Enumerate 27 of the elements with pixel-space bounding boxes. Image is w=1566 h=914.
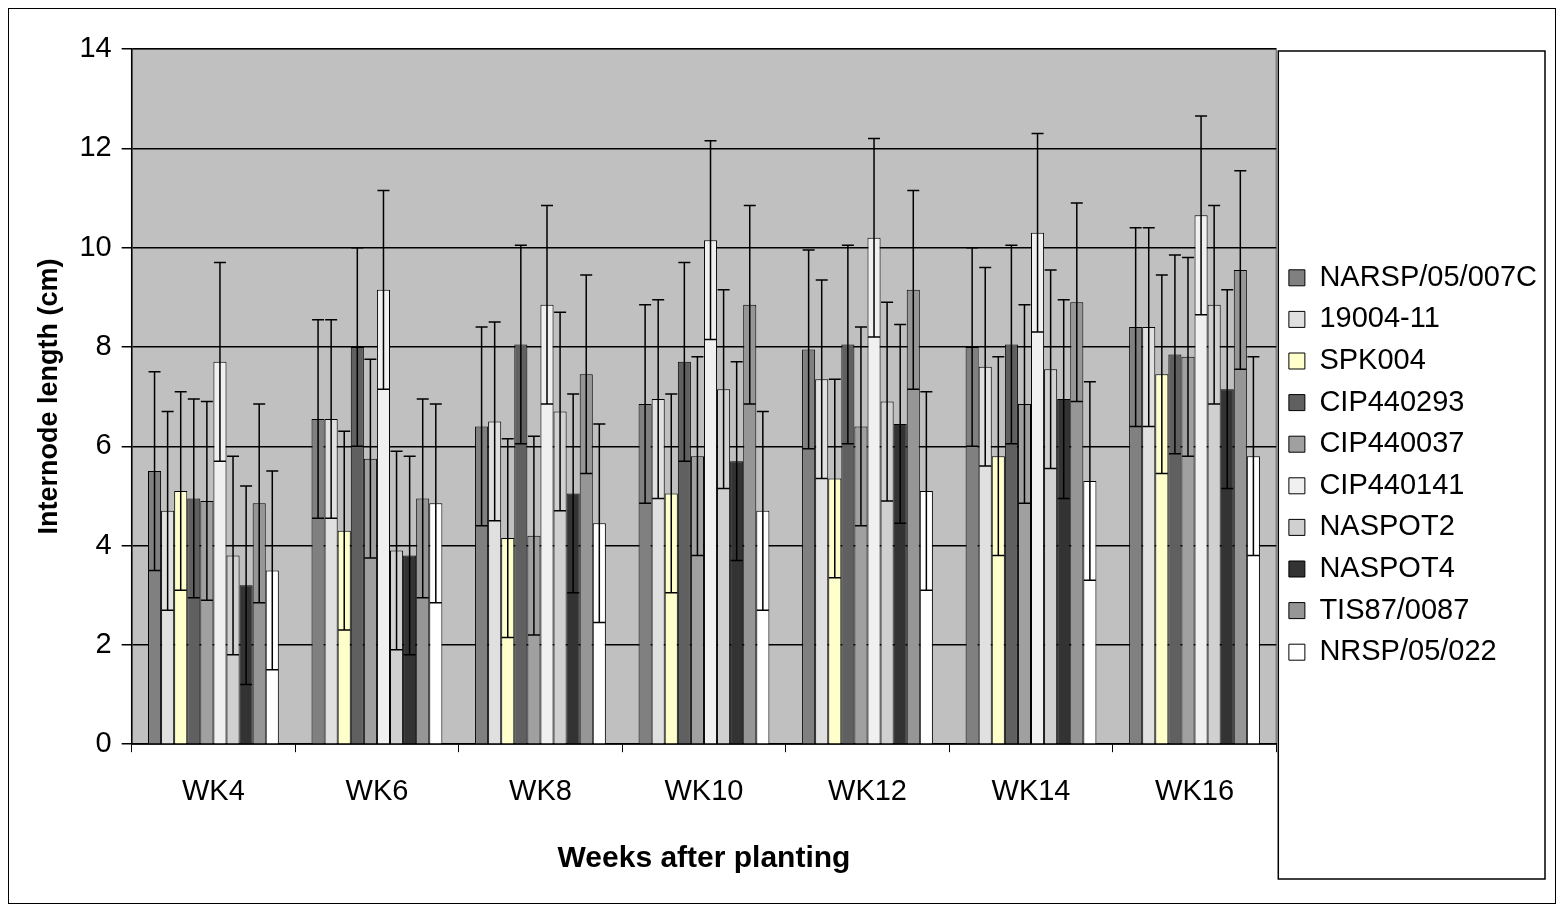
legend-label: CIP440037 [1319, 426, 1465, 459]
x-tick-label: WK16 [1155, 773, 1235, 806]
y-tick-label: 10 [79, 229, 112, 262]
y-tick-label: 4 [95, 527, 112, 560]
x-tick-label: WK4 [181, 773, 245, 806]
x-tick-label: WK12 [828, 773, 907, 806]
y-tick-label: 8 [95, 328, 112, 361]
y-axis-title: Internode length (cm) [32, 258, 63, 535]
legend-label: NARSP/05/007C [1319, 259, 1538, 292]
y-tick-label: 0 [95, 726, 112, 759]
y-tick-label: 6 [95, 428, 112, 461]
legend-label: NASPOT2 [1319, 509, 1455, 542]
y-tick-label: 14 [79, 31, 112, 63]
x-axis-title: Weeks after planting [557, 840, 851, 874]
legend-label: SPK004 [1319, 343, 1426, 375]
legend-label: NRSP/05/022 [1319, 634, 1497, 667]
y-tick-label: 2 [95, 626, 112, 659]
legend-label: CIP440293 [1319, 384, 1465, 417]
y-tick-label: 12 [79, 130, 112, 163]
legend-label: CIP440141 [1319, 467, 1465, 500]
x-tick-label: WK10 [664, 773, 744, 806]
legend-label: NASPOT4 [1319, 551, 1455, 583]
x-tick-label: WK6 [345, 773, 409, 806]
x-tick-label: WK14 [991, 773, 1071, 806]
x-tick-label: WK8 [509, 773, 572, 806]
legend-label: TIS87/0087 [1319, 592, 1470, 625]
legend-label: 19004-11 [1319, 301, 1440, 334]
